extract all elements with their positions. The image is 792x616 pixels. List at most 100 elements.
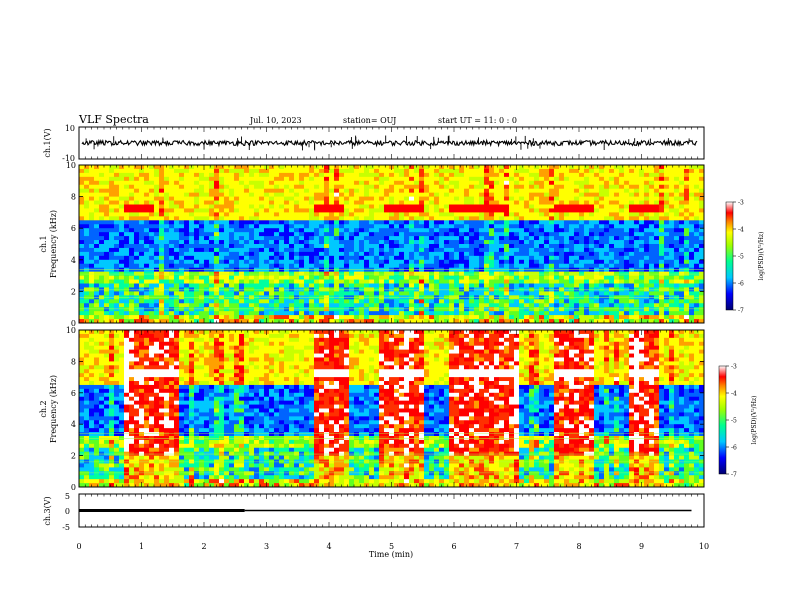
spectrogram-cell (114, 284, 119, 288)
spectrogram-cell (684, 291, 689, 295)
spectrogram-cell (349, 193, 354, 197)
spectrogram-cell (479, 185, 484, 189)
spectrogram-cell (684, 268, 689, 272)
spectrogram-cell (359, 220, 364, 224)
spectrogram-cell (84, 256, 89, 260)
spectrogram-cell (374, 216, 379, 220)
spectrogram-cell (374, 280, 379, 284)
spectrogram-cell (114, 228, 119, 232)
spectrogram-cell (389, 244, 394, 248)
spectrogram-cell (274, 165, 279, 169)
spectrogram-cell (339, 216, 344, 220)
spectrogram-cell (539, 264, 544, 268)
spectrogram-cell (494, 244, 499, 248)
spectrogram-cell (384, 236, 389, 240)
spectrogram-cell (264, 268, 269, 272)
spectrogram-cell (224, 165, 229, 169)
spectrogram-cell (379, 252, 384, 256)
spectrogram-cell (449, 220, 454, 224)
spectrogram-cell (184, 216, 189, 220)
spectrogram-cell (629, 165, 634, 169)
spectrogram-cell (389, 185, 394, 189)
spectrogram-cell (174, 228, 179, 232)
spectrogram-cell (334, 232, 339, 236)
spectrogram-cell (299, 173, 304, 177)
spectrogram-cell (319, 224, 324, 228)
spectrogram-cell (219, 208, 224, 212)
spectrogram-cell (354, 205, 359, 209)
spectrogram-cell (104, 205, 109, 209)
spectrogram-cell (109, 224, 114, 228)
spectrogram-cell (604, 280, 609, 284)
spectrogram-cell (614, 268, 619, 272)
spectrogram-cell (169, 299, 174, 303)
spectrogram-cell (529, 284, 534, 288)
spectrogram-cell (459, 252, 464, 256)
spectrogram-cell (694, 201, 699, 205)
spectrogram-cell (419, 228, 424, 232)
spectrogram-cell (489, 201, 494, 205)
spectrogram-cell (214, 248, 219, 252)
spectrogram-cell (419, 240, 424, 244)
spectrogram-cell (429, 240, 434, 244)
spectrogram-cell (229, 315, 234, 319)
spectrogram-cell (129, 236, 134, 240)
spectrogram-cell (639, 252, 644, 256)
spectrogram-cell (449, 201, 454, 205)
spectrogram-cell (304, 248, 309, 252)
spectrogram-cell (524, 291, 529, 295)
spectrogram-cell (399, 303, 404, 307)
spectrogram-cell (434, 303, 439, 307)
spectrogram-cell (359, 311, 364, 315)
spectrogram-cell (444, 315, 449, 319)
spectrogram-cell (239, 256, 244, 260)
spectrogram-cell (464, 208, 469, 212)
spectrogram-cell (639, 181, 644, 185)
spectrogram-cell (179, 224, 184, 228)
spectrogram-cell (514, 208, 519, 212)
spectrogram-cell (659, 268, 664, 272)
spectrogram-cell (434, 299, 439, 303)
spectrogram-cell (554, 201, 559, 205)
spectrogram-cell (694, 212, 699, 216)
spectrogram-cell (334, 244, 339, 248)
spectrogram-cell (429, 256, 434, 260)
spectrogram-cell (329, 205, 334, 209)
spectrogram-cell (609, 197, 614, 201)
spectrogram-cell (204, 208, 209, 212)
spectrogram-cell (259, 220, 264, 224)
spectrogram-cell (349, 216, 354, 220)
spectrogram-cell (449, 284, 454, 288)
spectrogram-cell (544, 280, 549, 284)
spectrogram-cell (359, 260, 364, 264)
spectrogram-cell (379, 260, 384, 264)
spectrogram-cell (344, 291, 349, 295)
spectrogram-cell (584, 244, 589, 248)
spectrogram-cell (569, 303, 574, 307)
spectrogram-cell (399, 264, 404, 268)
spectrogram-cell (554, 284, 559, 288)
spectrogram-cell (494, 181, 499, 185)
spectrogram-cell (434, 311, 439, 315)
spectrogram-cell (334, 177, 339, 181)
spectrogram-cell (344, 177, 349, 181)
spectrogram-cell (494, 311, 499, 315)
spectrogram-cell (279, 212, 284, 216)
spectrogram-cell (684, 252, 689, 256)
spectrogram-cell (569, 193, 574, 197)
spectrogram-cell (329, 193, 334, 197)
spectrogram-cell (269, 248, 274, 252)
spectrogram-cell (214, 315, 219, 319)
spectrogram-cell (274, 173, 279, 177)
spectrogram-cell (214, 276, 219, 280)
spectrogram-cell (584, 240, 589, 244)
spectrogram-cell (354, 240, 359, 244)
spectrogram-cell (229, 240, 234, 244)
spectrogram-cell (529, 236, 534, 240)
spectrogram-cell (239, 173, 244, 177)
spectrogram-cell (474, 189, 479, 193)
spectrogram-cell (659, 224, 664, 228)
spectrogram-cell (454, 276, 459, 280)
spectrogram-cell (489, 216, 494, 220)
spectrogram-cell (224, 299, 229, 303)
